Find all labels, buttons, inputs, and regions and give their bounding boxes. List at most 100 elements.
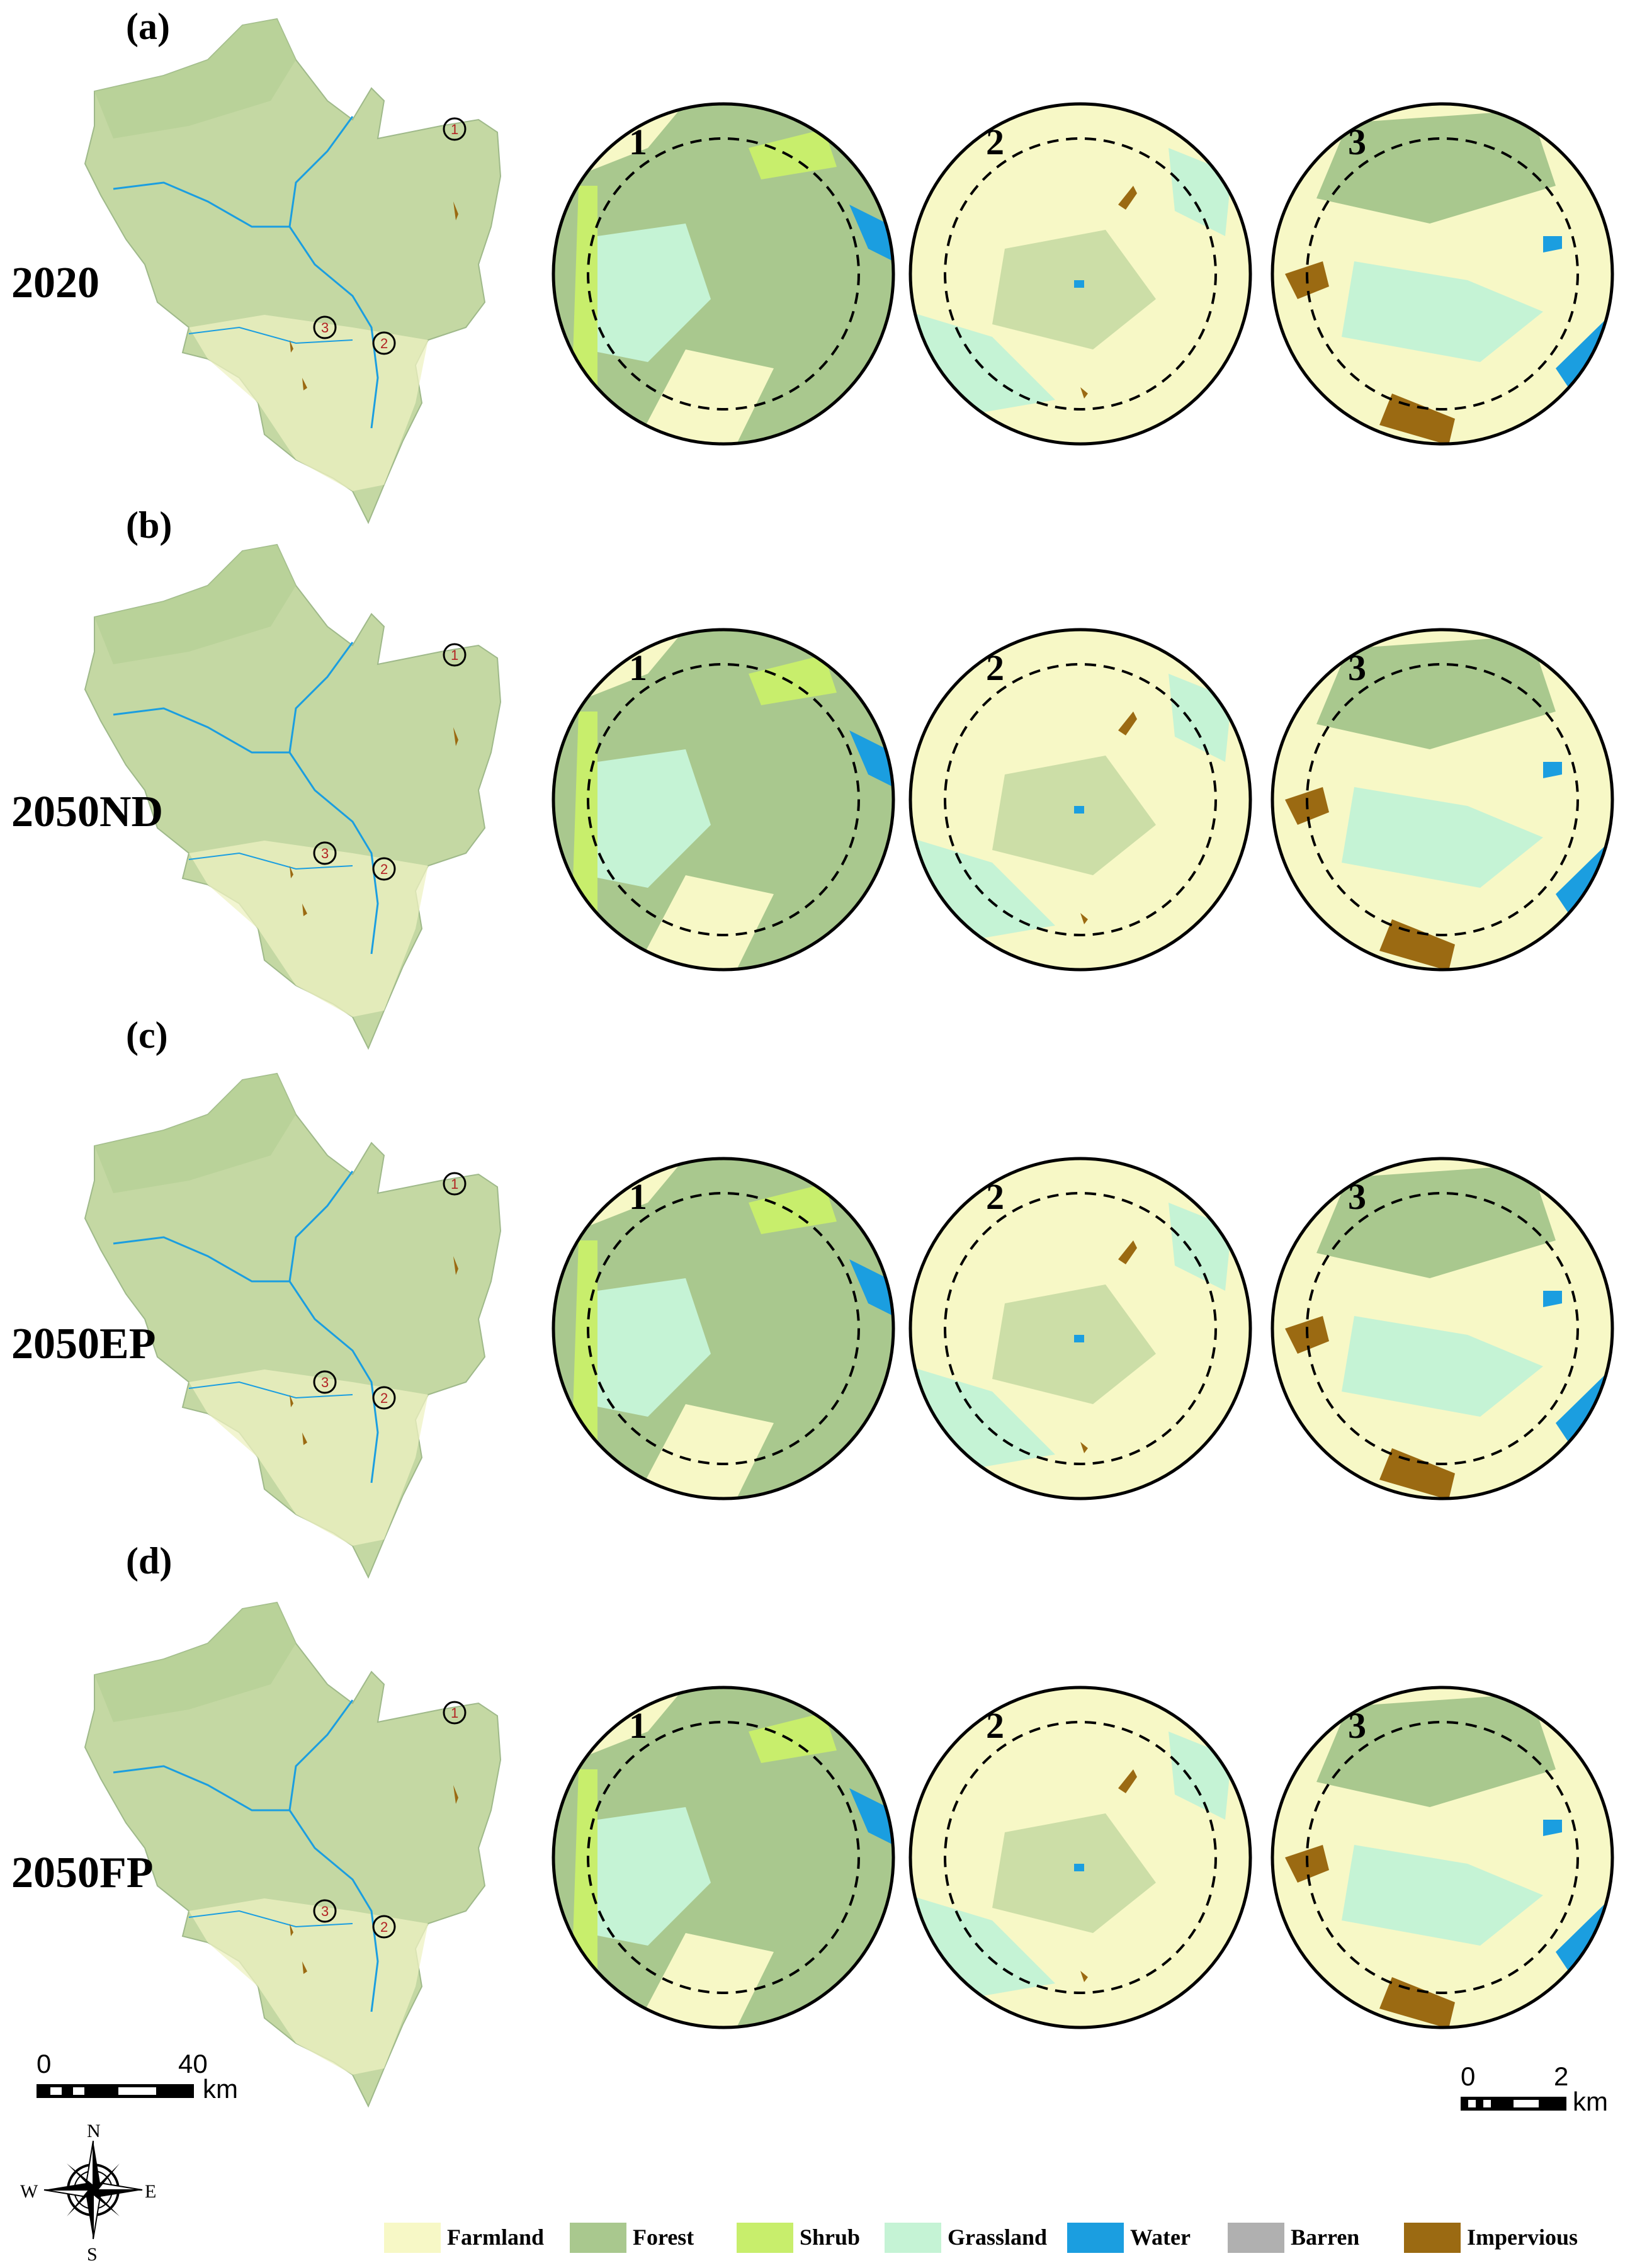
zoom-circle-3-1: 1 <box>552 1157 895 1500</box>
compass-rose-icon: N S E W <box>20 2121 156 2265</box>
panel-c-label: (c) <box>126 1014 168 1056</box>
zoom-circle-2-1-label: 1 <box>629 647 647 688</box>
zoom-circle-1-1: 1 <box>552 102 895 446</box>
panel-c-scenario: 2050EP <box>11 1320 156 1368</box>
site-marker-1: 1 <box>443 1701 467 1725</box>
panel-a-label: (a) <box>126 6 170 47</box>
site-marker-2: 2 <box>372 1915 396 1939</box>
map-row-4: 1 2 3 1 2 3 <box>84 1601 1614 2108</box>
zoom-circle-3-3: 3 <box>1271 1157 1614 1500</box>
legend: Farmland Forest Shrub Grassland Water Barren I… <box>384 2223 1578 2253</box>
main-scale-unit: km <box>203 2074 238 2104</box>
zoom-circle-1-1-label: 1 <box>629 122 647 162</box>
site-marker-3: 3 <box>313 841 337 865</box>
legend-swatch-barren <box>1228 2223 1284 2253</box>
zoom-circle-1-2-label: 2 <box>986 122 1004 162</box>
legend-label-water: Water <box>1130 2225 1191 2250</box>
zoom-circle-4-3: 3 <box>1271 1686 1614 2029</box>
legend-swatch-impervious <box>1404 2223 1461 2253</box>
zoom-circle-4-2: 2 <box>908 1686 1252 2029</box>
site-marker-3: 3 <box>313 1899 337 1923</box>
zoom-circle-4-1: 1 <box>552 1686 895 2029</box>
panel-b-scenario: 2050ND <box>11 788 164 836</box>
legend-swatch-shrub <box>737 2223 793 2253</box>
compass-s: S <box>87 2244 98 2265</box>
site-marker-3-label: 3 <box>321 846 329 861</box>
legend-label-farmland: Farmland <box>447 2225 544 2250</box>
zoom-circle-3-2-label: 2 <box>986 1176 1004 1217</box>
zoom-scale-tick1: 2 <box>1554 2061 1568 2091</box>
legend-swatch-farmland <box>384 2223 441 2253</box>
site-marker-3: 3 <box>313 315 337 339</box>
site-marker-2-label: 2 <box>380 336 388 351</box>
site-marker-2-label: 2 <box>380 861 388 877</box>
panel-d-scenario: 2050FP <box>11 1849 154 1897</box>
site-marker-2: 2 <box>372 1386 396 1410</box>
compass-w: W <box>20 2181 38 2202</box>
site-marker-1: 1 <box>443 1172 467 1196</box>
site-marker-3-label: 3 <box>321 320 329 336</box>
legend-item-shrub: Shrub <box>737 2223 860 2253</box>
legend-swatch-forest <box>570 2223 626 2253</box>
zoom-circle-2-1: 1 <box>552 628 895 972</box>
site-marker-3-label: 3 <box>321 1903 329 1919</box>
site-marker-2-label: 2 <box>380 1919 388 1935</box>
compass-n: N <box>87 2121 101 2141</box>
panel-a-scenario: 2020 <box>11 259 99 307</box>
region-map-4: 1 2 3 <box>84 1601 502 2108</box>
main-scale-bar: 0 40 km <box>37 2049 238 2104</box>
zoom-circle-4-3-label: 3 <box>1348 1705 1366 1746</box>
site-marker-1-label: 1 <box>451 122 458 137</box>
site-marker-3-label: 3 <box>321 1375 329 1390</box>
map-row-3: 1 2 3 1 2 3 <box>84 1072 1614 1579</box>
site-marker-1-label: 1 <box>451 647 458 663</box>
legend-item-barren: Barren <box>1228 2223 1359 2253</box>
site-marker-2: 2 <box>372 857 396 881</box>
panel-d-label: (d) <box>126 1540 173 1582</box>
legend-item-grassland: Grassland <box>885 2223 1047 2253</box>
zoom-circle-1-3: 3 <box>1271 102 1614 446</box>
zoom-scale-bar: 0 2 km <box>1461 2061 1608 2116</box>
region-map-1: 1 2 3 <box>84 18 502 524</box>
legend-label-impervious: Impervious <box>1467 2225 1578 2250</box>
site-marker-1-label: 1 <box>451 1705 458 1721</box>
main-scale-tick0: 0 <box>37 2049 51 2078</box>
zoom-circle-4-2-label: 2 <box>986 1705 1004 1746</box>
site-marker-1: 1 <box>443 117 467 141</box>
zoom-circle-3-1-label: 1 <box>629 1176 647 1217</box>
zoom-scale-unit: km <box>1573 2087 1608 2116</box>
legend-item-forest: Forest <box>570 2223 694 2253</box>
site-marker-1: 1 <box>443 643 467 667</box>
zoom-circle-2-2: 2 <box>908 628 1252 972</box>
zoom-circle-1-2: 2 <box>908 102 1252 446</box>
legend-item-water: Water <box>1067 2223 1191 2253</box>
site-marker-1-label: 1 <box>451 1176 458 1192</box>
zoom-circle-1-3-label: 3 <box>1348 122 1366 162</box>
zoom-circle-2-2-label: 2 <box>986 647 1004 688</box>
legend-swatch-water <box>1067 2223 1124 2253</box>
zoom-circle-2-3: 3 <box>1271 628 1614 972</box>
legend-label-shrub: Shrub <box>800 2225 860 2250</box>
zoom-circle-2-3-label: 3 <box>1348 647 1366 688</box>
zoom-circle-4-1-label: 1 <box>629 1705 647 1746</box>
panel-b-label: (b) <box>126 504 173 546</box>
map-row-2: 1 2 3 1 2 3 <box>84 543 1614 1050</box>
compass-e: E <box>145 2181 156 2202</box>
zoom-circle-3-3-label: 3 <box>1348 1176 1366 1217</box>
zoom-scale-tick0: 0 <box>1461 2061 1475 2091</box>
site-marker-2: 2 <box>372 331 396 355</box>
legend-item-impervious: Impervious <box>1404 2223 1578 2253</box>
zoom-circle-3-2: 2 <box>908 1157 1252 1500</box>
region-map-2: 1 2 3 <box>84 543 502 1050</box>
legend-item-farmland: Farmland <box>384 2223 544 2253</box>
legend-label-grassland: Grassland <box>948 2225 1047 2250</box>
legend-label-barren: Barren <box>1291 2225 1359 2250</box>
main-scale-tick1: 40 <box>178 2049 208 2078</box>
region-map-3: 1 2 3 <box>84 1072 502 1579</box>
site-marker-2-label: 2 <box>380 1390 388 1406</box>
site-marker-3: 3 <box>313 1370 337 1394</box>
legend-label-forest: Forest <box>633 2225 694 2250</box>
legend-swatch-grassland <box>885 2223 941 2253</box>
